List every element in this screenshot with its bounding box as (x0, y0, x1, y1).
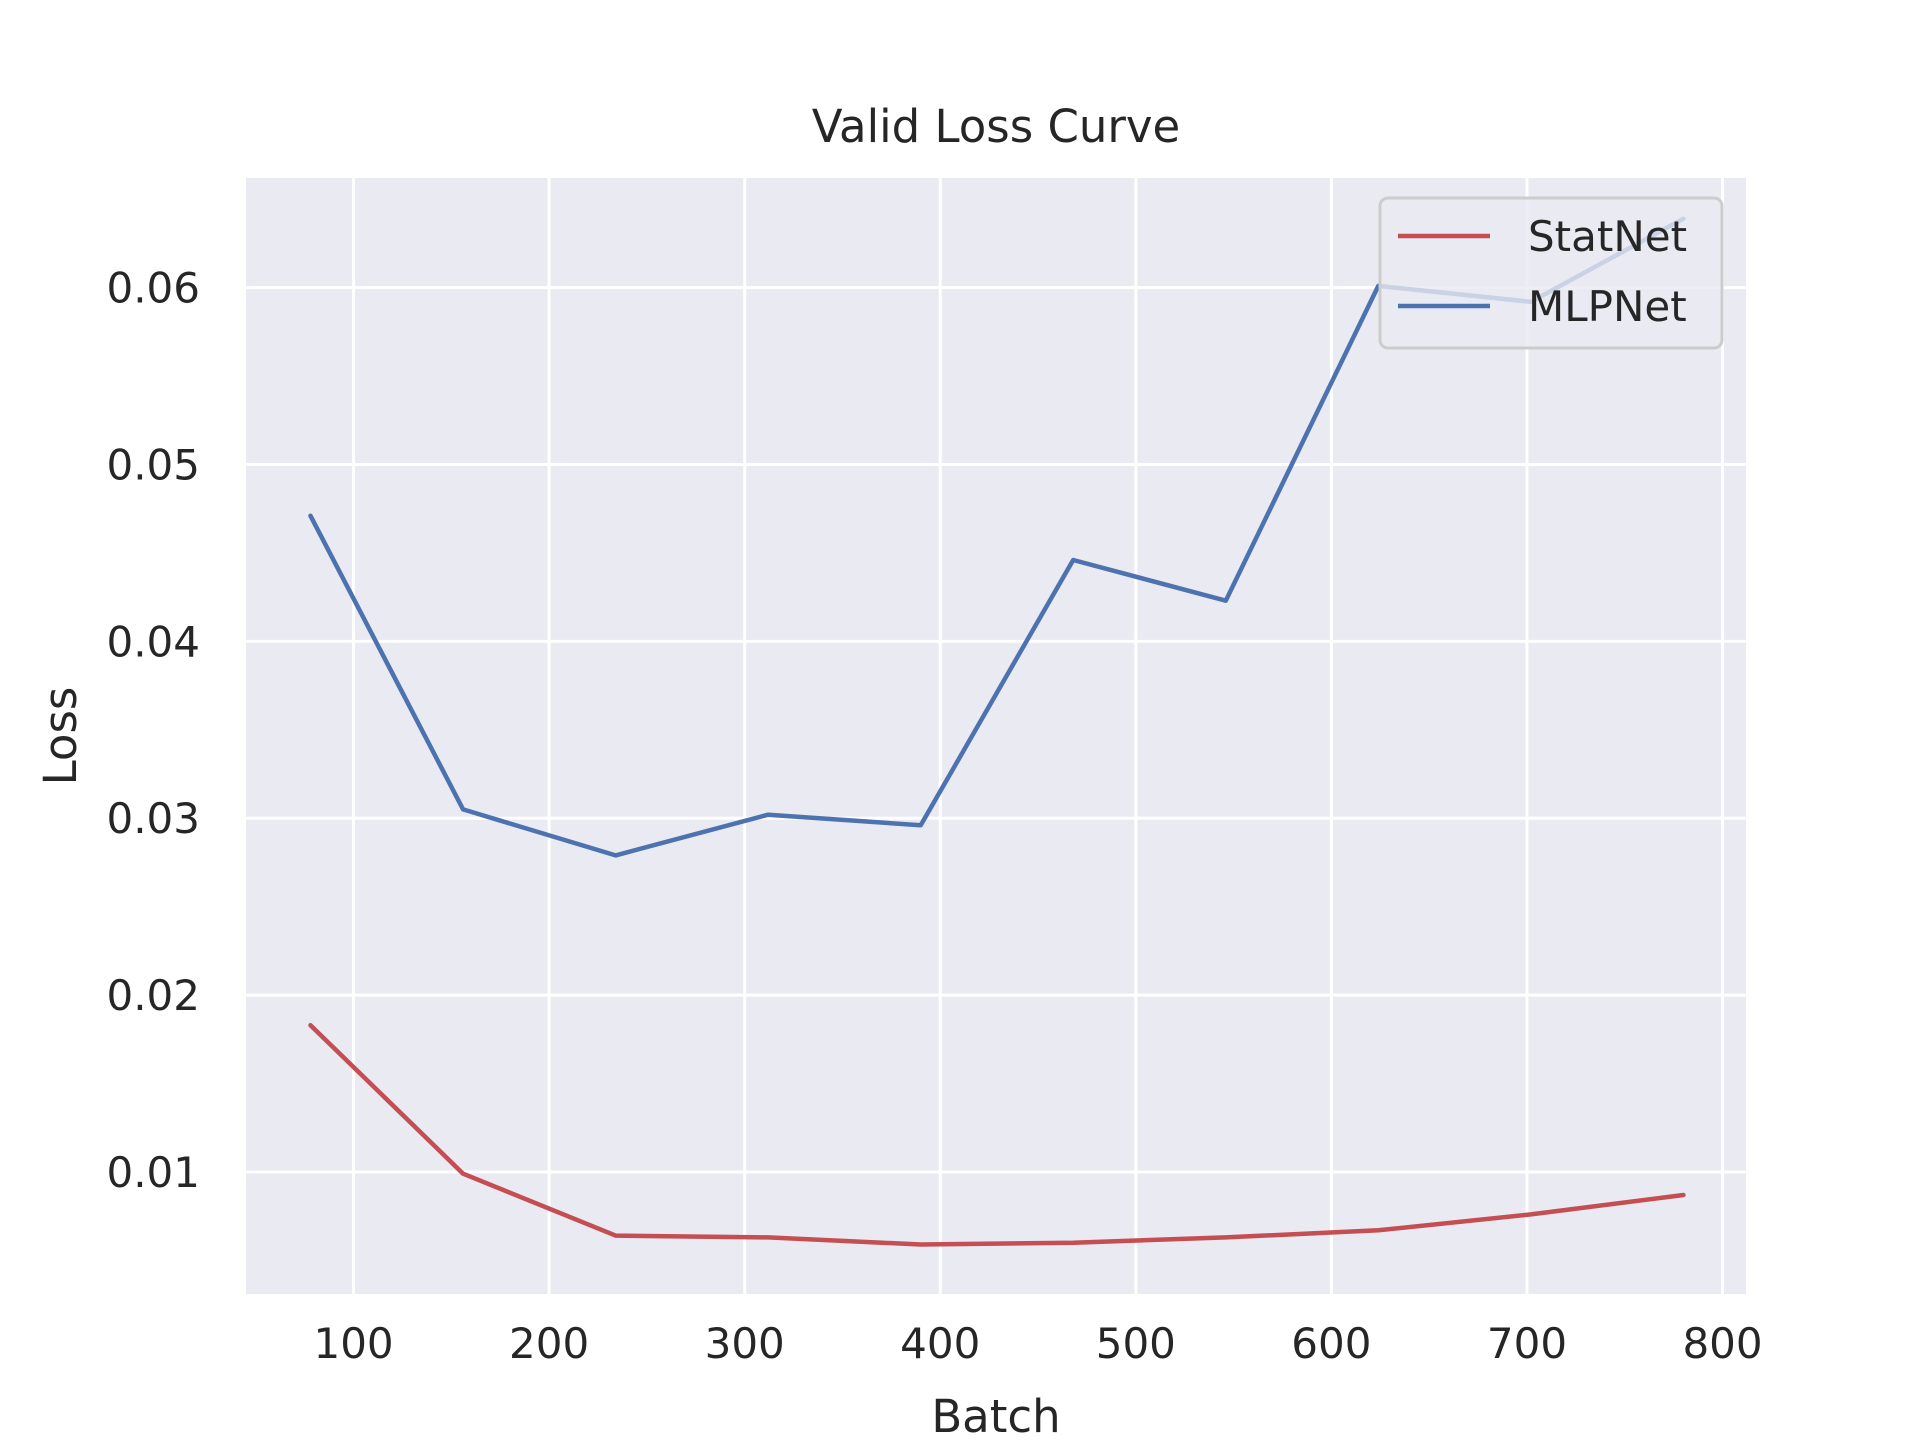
y-tick-label: 0.02 (106, 971, 200, 1020)
legend-label: StatNet (1528, 212, 1687, 261)
y-tick-label: 0.04 (106, 617, 200, 666)
x-tick-label: 600 (1291, 1319, 1371, 1368)
y-tick-label: 0.03 (106, 794, 200, 843)
y-tick-label: 0.06 (106, 264, 200, 313)
x-axis-label: Batch (931, 1390, 1060, 1440)
grid-lines (246, 178, 1746, 1294)
plot-area (246, 178, 1746, 1294)
chart-title: Valid Loss Curve (812, 100, 1181, 153)
x-tick-label: 100 (313, 1319, 393, 1368)
x-tick-label: 200 (509, 1319, 589, 1368)
x-tick-label: 800 (1682, 1319, 1762, 1368)
y-tick-label: 0.01 (106, 1148, 200, 1197)
series-line-statnet (308, 1022, 1686, 1247)
y-axis-label: Loss (34, 687, 87, 786)
legend: StatNet MLPNet (1378, 196, 1724, 350)
x-tick-label: 400 (900, 1319, 980, 1368)
y-tick-label: 0.05 (106, 441, 200, 490)
y-axis-ticks: 0.01 0.02 0.03 0.04 0.05 0.06 (106, 264, 200, 1197)
x-tick-label: 500 (1096, 1319, 1176, 1368)
x-axis-ticks: 100 200 300 400 500 600 700 800 (313, 1319, 1762, 1368)
x-tick-label: 700 (1487, 1319, 1567, 1368)
legend-label: MLPNet (1528, 282, 1687, 331)
x-tick-label: 300 (705, 1319, 785, 1368)
